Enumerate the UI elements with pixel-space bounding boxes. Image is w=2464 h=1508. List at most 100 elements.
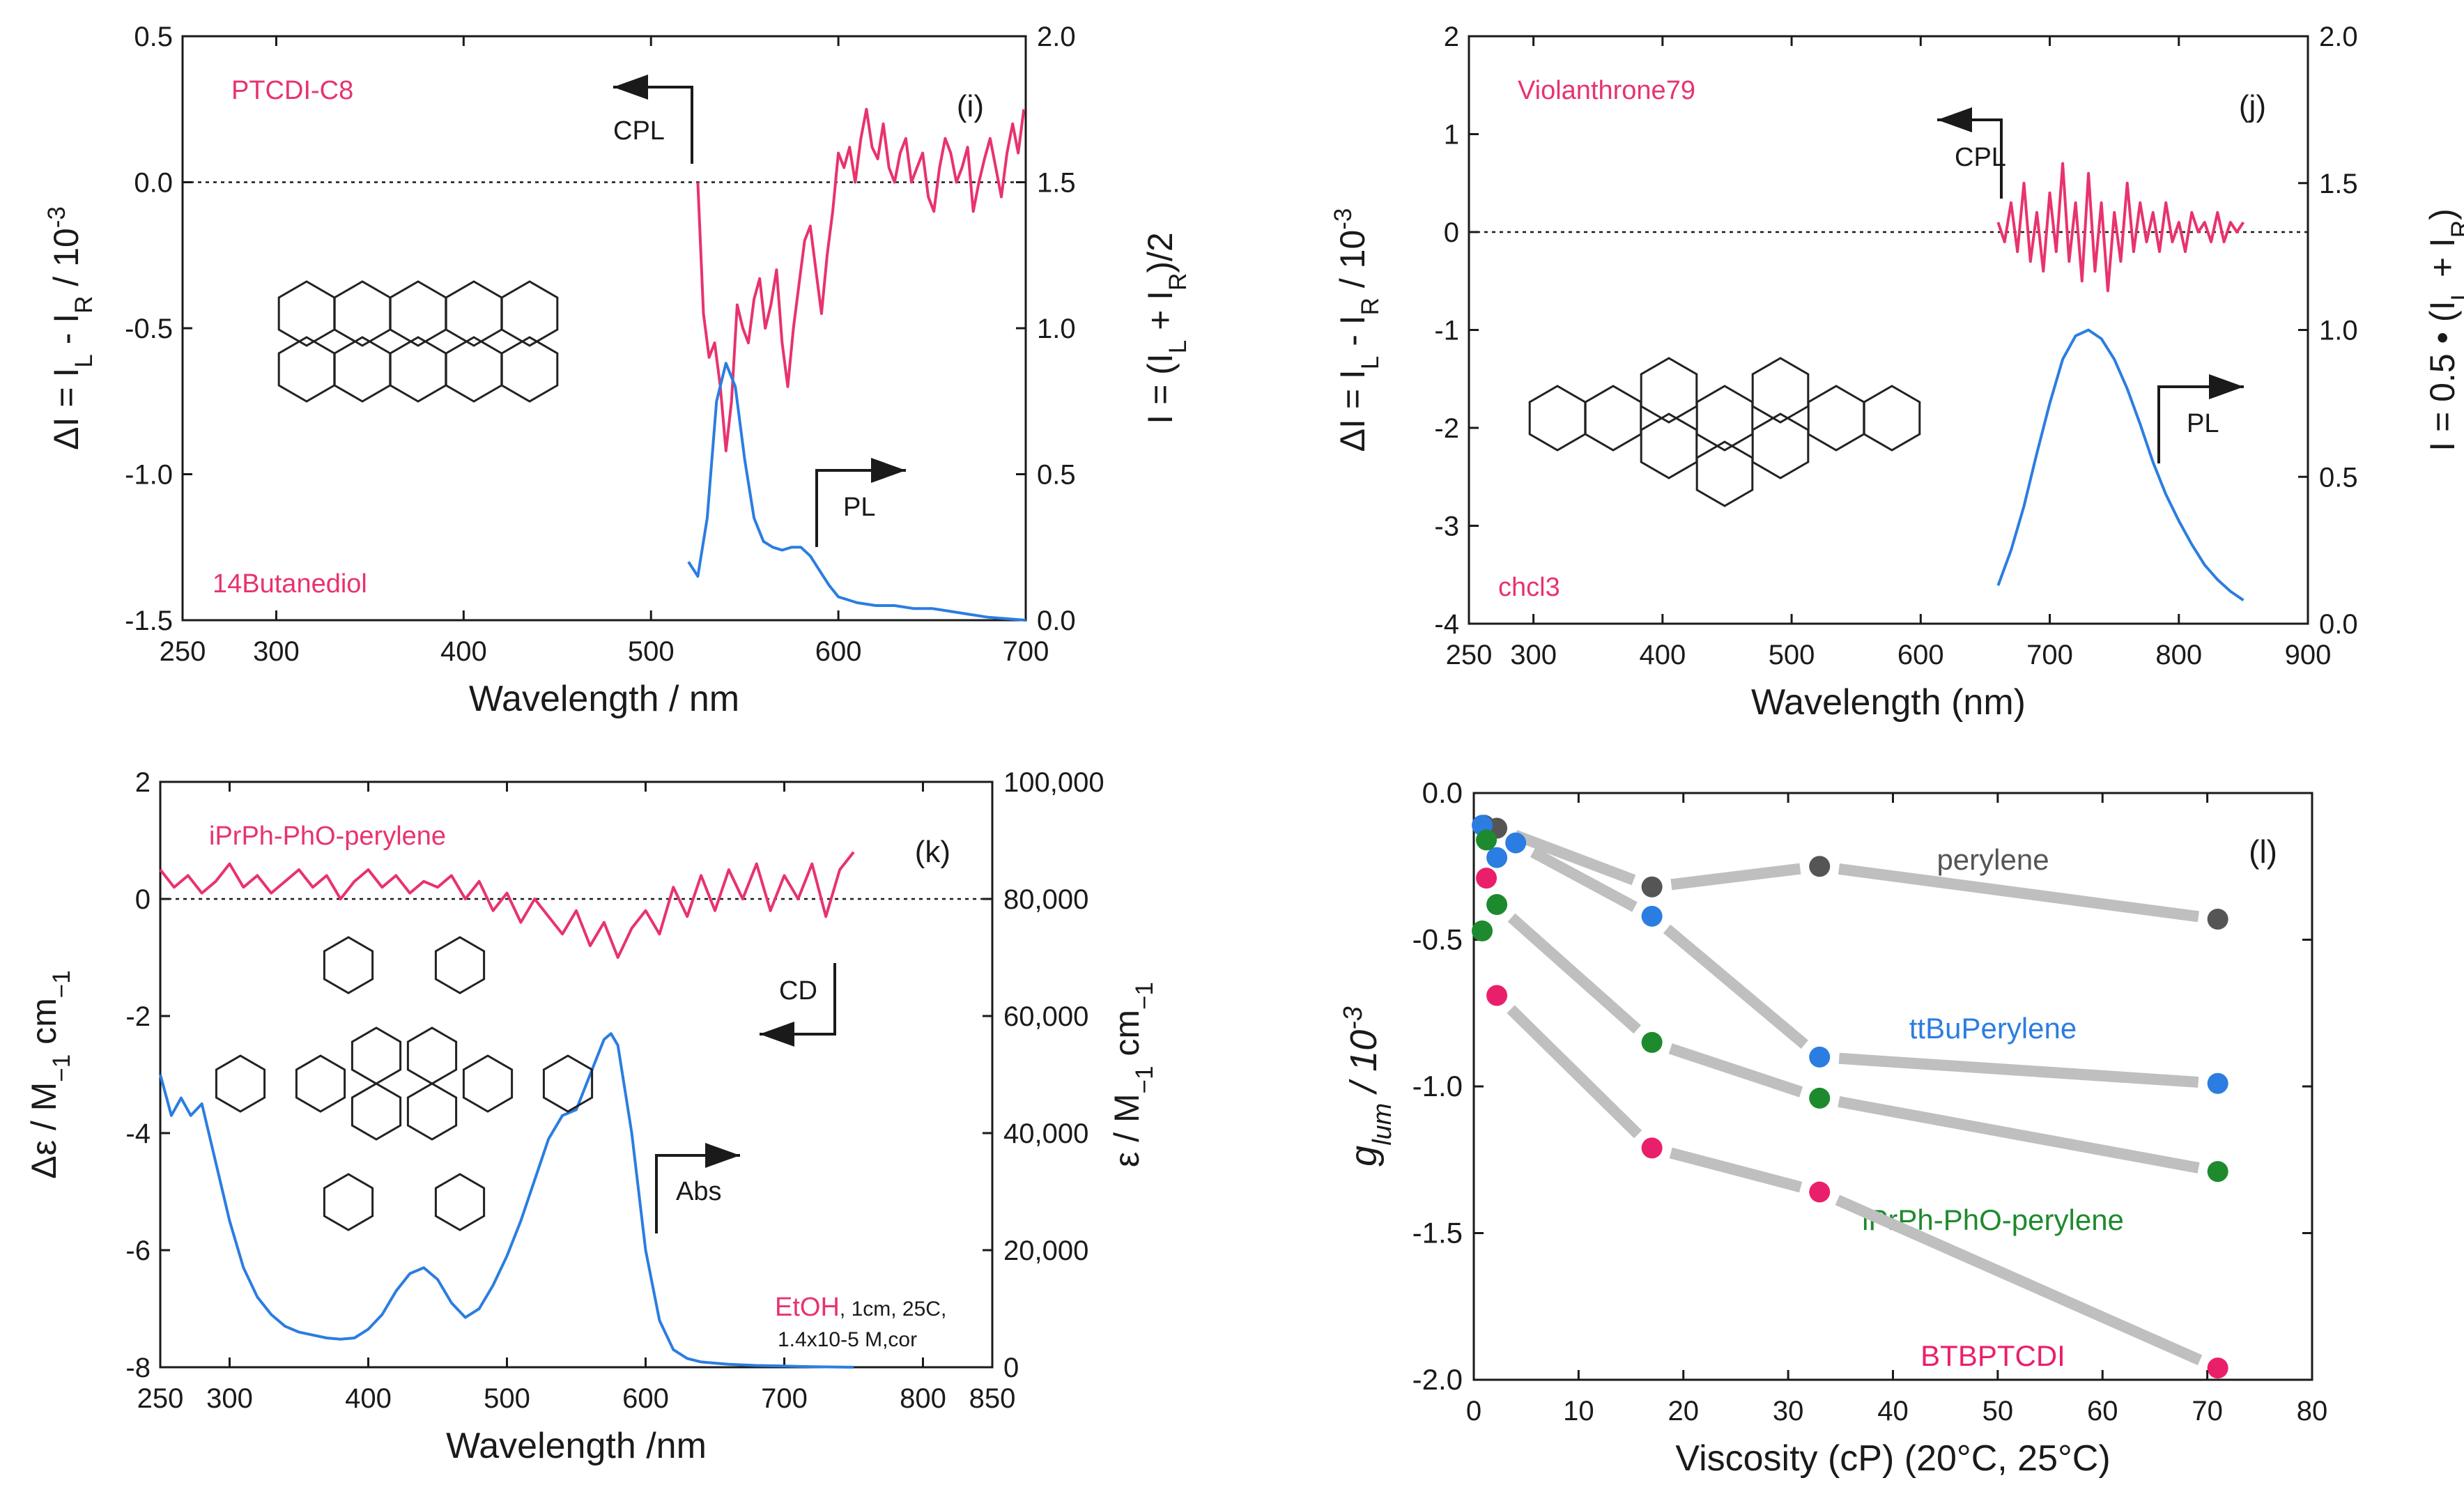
benzene-ring: [500, 280, 559, 347]
data-point: [1641, 905, 1663, 927]
x-tick-label: 400: [440, 636, 487, 667]
y-right-tick-label: 0.5: [2319, 462, 2358, 493]
data-point: [1641, 1137, 1663, 1159]
benzene-ring: [462, 1054, 514, 1113]
connector-line: [1838, 863, 2199, 923]
x-tick-label: 600: [622, 1383, 669, 1414]
y-left-axis-title-part: ΔI = I: [1333, 369, 1372, 452]
sample-name: PTCDI-C8: [231, 76, 353, 105]
y-left-axis-title-part: / 10: [47, 228, 86, 295]
x-tick-label: 500: [1769, 640, 1815, 670]
sample-name: iPrPh-PhO-perylene: [209, 822, 446, 851]
pl-arrow-label: PL: [2187, 409, 2219, 438]
molecule-structure-iprph-pho-perylene: [215, 936, 594, 1231]
pl-arrow-label: PL: [843, 493, 875, 522]
x-tick-label: 700: [761, 1383, 808, 1414]
y-right-axis-title-part: + I: [2423, 238, 2462, 287]
y-right-axis-title-part: −1: [1131, 1065, 1158, 1093]
x-tick-label: 30: [1773, 1396, 1804, 1426]
x-tick-label: 300: [206, 1383, 253, 1414]
benzene-ring: [351, 1026, 402, 1085]
connector-line: [1507, 913, 1642, 1034]
y-right-axis-title-part: I = (I: [1141, 353, 1180, 424]
panel-j: 250 300 400 500 600 700 800 900 Wavelength (nm) -…: [1330, 22, 2464, 723]
conditions-text-2: 1.4x10-5 M,cor: [778, 1328, 917, 1351]
connector-line: [1670, 863, 1801, 891]
x-tick-label: 600: [815, 636, 862, 667]
data-point: [2207, 1161, 2228, 1183]
y-left-tick-label: -2: [125, 1001, 151, 1032]
panel-i: 250 300 400 500 600 700 Wavelength / nm -1.5 -1.…: [43, 22, 1192, 719]
data-point: [1472, 920, 1493, 941]
y-axis-title-part: -3: [1339, 1006, 1368, 1030]
benzene-ring: [295, 1054, 346, 1113]
y-right-axis-title-part: −1: [1131, 982, 1158, 1010]
solvent-name: chcl3: [1498, 573, 1560, 602]
connector-line: [1838, 1096, 2200, 1174]
benzene-ring: [406, 1082, 458, 1141]
y-left-axis-title-part: -3: [43, 206, 70, 228]
y-left-axis-title-part: R: [1357, 298, 1384, 315]
y-right-tick-label: 2.0: [1037, 22, 1076, 52]
benzene-ring: [434, 1173, 486, 1231]
y-right-axis-title-part: cm: [1107, 1010, 1146, 1066]
series-label: BTBPTCDI: [1920, 1339, 2065, 1372]
cpl-arrow-head: [613, 75, 648, 100]
y-left-tick-label: -0.5: [125, 314, 173, 344]
x-tick-label: 250: [137, 1383, 184, 1414]
data-point: [1809, 1046, 1831, 1068]
benzene-ring: [1528, 385, 1587, 452]
data-point: [1505, 832, 1527, 854]
y-tick-label: -1.5: [1412, 1217, 1463, 1249]
benzene-ring: [542, 1054, 594, 1113]
x-tick-label: 500: [628, 636, 675, 667]
y-left-axis-title: Δε / M−1 cm−1: [24, 970, 75, 1178]
plot-frame: [159, 780, 994, 1369]
y-left-tick-label: -1.5: [125, 606, 173, 636]
y-right-axis-title-part: L: [1164, 340, 1192, 353]
y-right-tick-label: 0: [1003, 1353, 1019, 1383]
molecule-structure-violanthrone: [1528, 357, 1921, 507]
y-right-tick-label: 2.0: [2319, 22, 2358, 52]
y-left-tick-label: 0.5: [134, 22, 173, 52]
y-left-axis-title-part: cm: [24, 998, 63, 1054]
x-tick-label: 40: [1877, 1396, 1909, 1426]
panel-l: 0 10 20 30 40 50 60 70 80 Viscosity (cP) (20°C, 2…: [1339, 776, 2327, 1479]
x-tick-label: 900: [2285, 640, 2332, 670]
benzene-ring: [1695, 385, 1754, 452]
y-left-axis-title-part: R: [70, 296, 98, 314]
y-right-axis-title: ε / M−1 cm−1: [1107, 982, 1158, 1167]
conditions-text: , 1cm, 25C,: [840, 1298, 946, 1321]
series-label: ttBuPerylene: [1909, 1012, 2077, 1045]
x-axis-title: Wavelength / nm: [469, 679, 739, 719]
pl-arrow-head: [871, 458, 906, 483]
series-line-pl: [1996, 328, 2244, 601]
y-left-tick-label: 0: [135, 884, 151, 915]
cd-arrow-label: CD: [779, 976, 817, 1006]
x-tick-label: 700: [2026, 640, 2073, 670]
cpl-arrow-head: [1937, 107, 1972, 132]
y-left-tick-label: 2: [1444, 22, 1459, 52]
series-line-pl: [687, 362, 1026, 622]
y-left-tick-label: -2: [1434, 413, 1459, 444]
series-iprph-pho-perylene: [1472, 829, 2228, 1183]
y-right-axis-title-part: L: [2447, 287, 2464, 300]
series-perylene: [1474, 815, 2228, 930]
y-right-axis-title-part: ): [2423, 208, 2462, 220]
series-ttbuperylene: [1472, 815, 2228, 1094]
benzene-ring: [389, 336, 447, 403]
y-left-axis-title: ΔI = IL - IR / 10-3: [1330, 208, 1384, 452]
solvent-conditions: EtOH, 1cm, 25C,: [775, 1293, 946, 1322]
benzene-ring: [500, 336, 559, 403]
y-right-axis-title-part: ε / M: [1107, 1093, 1146, 1167]
series-line-cd: [159, 851, 855, 959]
benzene-ring: [215, 1054, 266, 1113]
y-right-tick-label: 40,000: [1003, 1118, 1088, 1149]
y-right-tick-label: 0.0: [1037, 606, 1076, 636]
data-point: [1809, 856, 1831, 877]
y-left-tick-label: 1: [1444, 120, 1459, 151]
y-right-axis-title-part: I = 0.5 • (I: [2423, 301, 2462, 452]
x-tick-label: 400: [1639, 640, 1686, 670]
benzene-ring: [277, 336, 336, 403]
